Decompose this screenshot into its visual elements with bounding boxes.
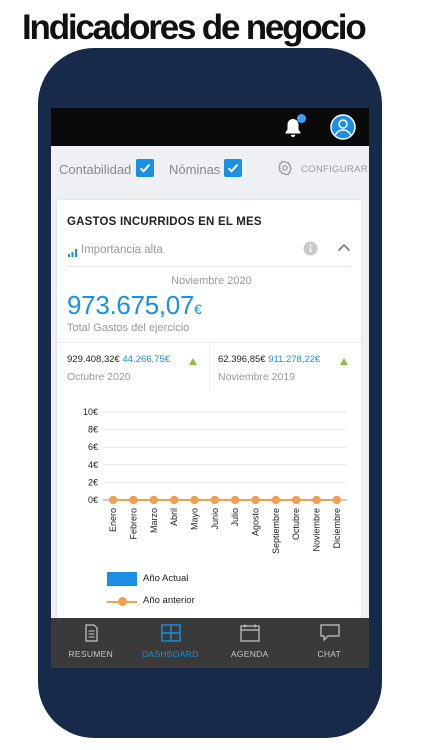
filter-bar: Contabilidad Nóminas CONFIGURAR: [51, 146, 369, 194]
gear-icon[interactable]: [277, 160, 293, 176]
legend-swatch: [107, 572, 137, 586]
card-title: GASTOS INCURRIDOS EN EL MES: [67, 216, 262, 228]
y-tick-label: 8€: [88, 425, 98, 435]
x-tick-label: Noviembre: [312, 508, 322, 552]
dashboard-icon: [160, 624, 181, 642]
x-tick-label: Febrero: [129, 508, 139, 540]
point-previous-year: [312, 495, 321, 505]
comparison-amount: 929.408,32€: [67, 354, 120, 365]
total-label: Total Gastos del ejercicio: [67, 322, 190, 334]
point-previous-year: [129, 495, 138, 505]
y-tick-label: 4€: [88, 460, 98, 470]
y-tick-label: 10€: [83, 407, 98, 417]
legend-label: Año anterior: [143, 595, 195, 606]
x-tick-label: Abril: [169, 508, 179, 526]
comparison-amount: 62.396,85€: [218, 354, 266, 365]
comparison-period: Octubre 2020: [67, 371, 131, 383]
x-tick-label: Diciembre: [332, 508, 342, 549]
avatar-icon[interactable]: [330, 114, 356, 140]
y-tick-label: 6€: [88, 442, 98, 452]
contabilidad-checkbox[interactable]: [136, 159, 154, 177]
nominas-label: Nóminas: [169, 162, 221, 177]
bottom-tab-bar: RESUMEN DASHBOARD AGENDA CHAT: [51, 618, 369, 668]
point-previous-year: [108, 495, 118, 505]
tab-label: DASHBOARD: [141, 649, 199, 659]
calendar-icon: [240, 624, 260, 642]
x-tick-label: Julio: [230, 508, 240, 527]
comparison-delta: 911.278,22€: [268, 354, 321, 365]
chevron-up-icon[interactable]: [337, 242, 351, 252]
chat-icon: [319, 624, 340, 642]
app-screen: Contabilidad Nóminas CONFIGURAR GASTOS I…: [51, 108, 369, 668]
point-previous-year: [210, 495, 220, 505]
comparison-delta: 44.266,75€: [122, 354, 171, 365]
check-icon: [139, 164, 151, 173]
comparison-previous-month: 929.408,32€ 44.266,75€ Octubre 2020: [57, 342, 209, 392]
x-tick-label: Agosto: [251, 508, 261, 536]
total-currency: €: [194, 301, 202, 317]
info-icon[interactable]: [303, 241, 318, 256]
point-previous-year: [190, 495, 199, 505]
top-bar: [51, 108, 369, 146]
divider: [67, 266, 351, 267]
tab-agenda[interactable]: AGENDA: [210, 618, 290, 668]
x-tick-label: Junio: [210, 508, 220, 530]
page-headline: Indicadores de negocio: [22, 8, 367, 47]
x-tick-label: Enero: [108, 508, 118, 532]
point-previous-year: [169, 495, 179, 505]
expenses-card: GASTOS INCURRIDOS EN EL MES Importancia …: [57, 200, 361, 668]
x-tick-label: Marzo: [149, 508, 159, 533]
point-previous-year: [291, 495, 301, 505]
tab-label: RESUMEN: [68, 649, 114, 659]
contabilidad-label: Contabilidad: [59, 162, 132, 177]
period-label: Noviembre 2020: [171, 275, 252, 287]
expenses-chart: 10€ 8€ 6€ 4€ 2€ 0€ Enero Febrero Marzo Abril Mayo J…: [83, 407, 347, 554]
comparison-period: Noviembre 2019: [218, 371, 296, 383]
x-tick-label: Septiembre: [271, 508, 281, 554]
notification-badge: [297, 114, 306, 123]
document-icon: [85, 624, 98, 642]
nominas-checkbox[interactable]: [224, 159, 242, 177]
legend-dot: [118, 597, 127, 606]
signal-bars-icon: [68, 249, 77, 257]
point-previous-year: [251, 495, 260, 505]
comparison-value: 62.396,85€ 911.278,22€: [218, 354, 320, 365]
trend-up-icon: [340, 358, 348, 365]
tab-dashboard[interactable]: DASHBOARD: [131, 618, 211, 668]
tab-label: AGENDA: [230, 649, 269, 659]
point-previous-year: [230, 495, 240, 505]
check-icon: [227, 164, 239, 173]
tab-chat[interactable]: CHAT: [290, 618, 370, 668]
importance-label: Importancia alta: [81, 244, 163, 256]
tab-resumen[interactable]: RESUMEN: [51, 618, 131, 668]
configure-button[interactable]: CONFIGURAR: [301, 164, 368, 175]
comparison-value: 929.408,32€ 44.266,75€: [67, 354, 170, 365]
y-tick-label: 2€: [88, 477, 98, 487]
point-previous-year: [149, 495, 159, 505]
x-tick-label: Mayo: [190, 508, 200, 530]
comparison-previous-year: 62.396,85€ 911.278,22€ Noviembre 2019: [209, 342, 361, 392]
legend-label: Año Actual: [143, 573, 189, 584]
point-previous-year: [271, 495, 281, 505]
bell-icon[interactable]: [281, 116, 305, 140]
point-previous-year: [332, 495, 342, 505]
x-tick-label: Octubre: [291, 508, 301, 540]
tab-label: CHAT: [317, 649, 342, 659]
total-amount: 973.675,07: [67, 290, 195, 320]
trend-up-icon: [189, 358, 197, 365]
y-tick-label: 0€: [88, 495, 98, 505]
total-value: 973.675,07€: [67, 290, 202, 321]
